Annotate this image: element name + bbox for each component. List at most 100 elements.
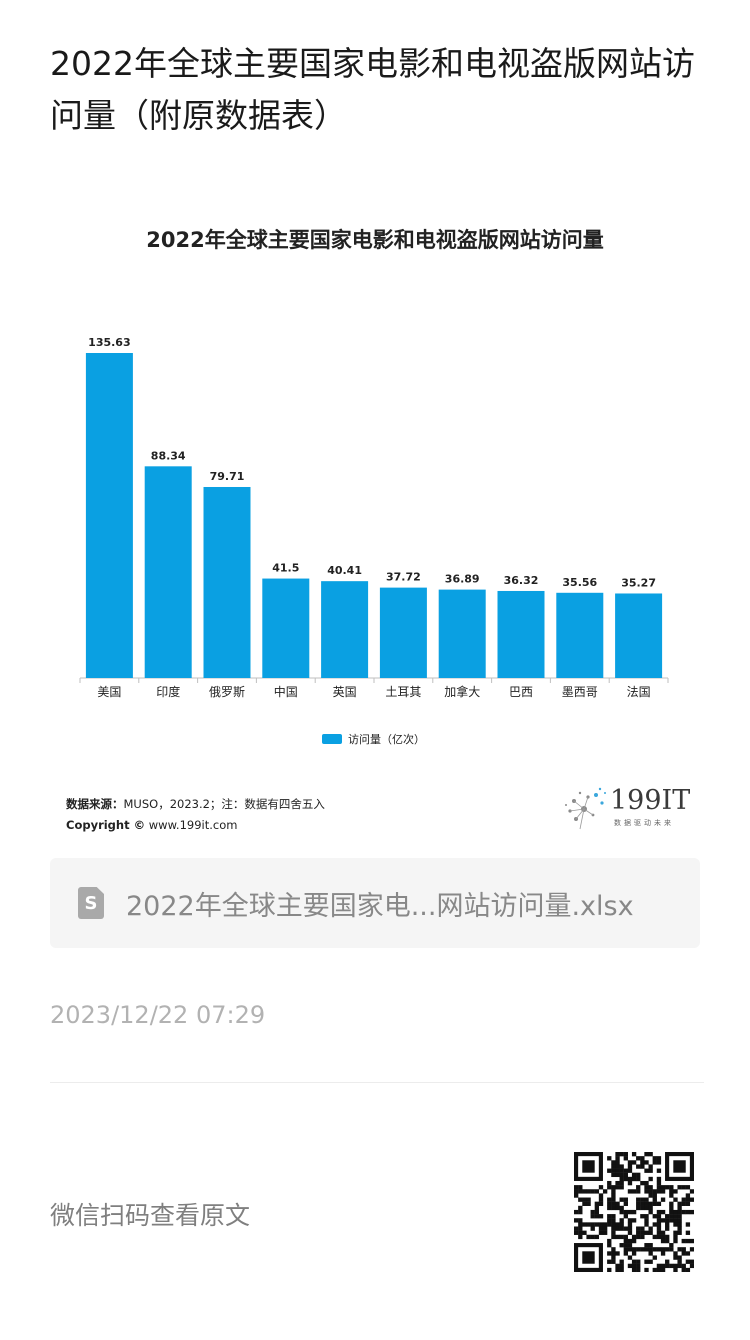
qr-module bbox=[660, 1263, 666, 1269]
qr-module bbox=[677, 1263, 682, 1269]
qr-module bbox=[665, 1185, 670, 1190]
qr-module bbox=[656, 1222, 662, 1227]
attachment-file-card[interactable]: S 2022年全球主要国家电...网站访问量.xlsx bbox=[50, 858, 700, 948]
qr-module bbox=[598, 1226, 604, 1231]
qr-module bbox=[669, 1193, 674, 1198]
chart-legend: 访问量（亿次） bbox=[322, 731, 425, 747]
qr-module bbox=[598, 1214, 604, 1219]
qr-module bbox=[636, 1230, 641, 1235]
qr-module bbox=[574, 1218, 579, 1223]
bar bbox=[203, 486, 251, 678]
qr-module bbox=[607, 1197, 612, 1202]
qr-module bbox=[619, 1222, 624, 1227]
qr-module bbox=[669, 1247, 674, 1252]
qr-module bbox=[648, 1226, 653, 1231]
qr-module bbox=[627, 1238, 633, 1244]
qr-module bbox=[656, 1168, 662, 1173]
brand-logo: 199IT 数据驱动未来 bbox=[560, 783, 700, 833]
x-tick-label: 美国 bbox=[97, 685, 121, 699]
qr-module bbox=[611, 1197, 616, 1202]
qr-module bbox=[660, 1267, 666, 1272]
qr-module bbox=[627, 1230, 633, 1235]
qr-module bbox=[640, 1180, 645, 1186]
qr-module bbox=[640, 1214, 645, 1219]
qr-module bbox=[636, 1172, 641, 1178]
qr-module bbox=[660, 1185, 666, 1190]
qr-module bbox=[656, 1209, 662, 1215]
qr-module bbox=[673, 1209, 678, 1215]
qr-module bbox=[631, 1234, 637, 1240]
qr-module bbox=[644, 1180, 649, 1186]
qr-module bbox=[677, 1230, 682, 1235]
qr-module bbox=[598, 1201, 604, 1206]
qr-module bbox=[594, 1214, 600, 1219]
qr-module bbox=[644, 1222, 649, 1227]
qr-module bbox=[615, 1234, 620, 1240]
qr-module bbox=[656, 1156, 662, 1161]
qr-module bbox=[685, 1222, 691, 1227]
qr-module bbox=[578, 1226, 583, 1231]
qr-module bbox=[586, 1197, 591, 1202]
qr-module bbox=[602, 1230, 608, 1235]
qr-module bbox=[574, 1226, 579, 1231]
qr-module bbox=[623, 1226, 628, 1231]
qr-module bbox=[644, 1243, 649, 1248]
qr-module bbox=[681, 1197, 686, 1202]
qr-module bbox=[669, 1189, 674, 1194]
qr-module bbox=[656, 1218, 662, 1223]
bar bbox=[321, 581, 369, 678]
qr-code-icon[interactable] bbox=[574, 1152, 694, 1272]
qr-module bbox=[611, 1201, 616, 1206]
qr-module bbox=[689, 1189, 694, 1194]
x-tick-label: 巴西 bbox=[509, 685, 533, 699]
qr-module bbox=[677, 1209, 682, 1215]
qr-module bbox=[669, 1209, 674, 1215]
qr-module bbox=[669, 1243, 674, 1248]
qr-module bbox=[644, 1185, 649, 1190]
attachment-file-name[interactable]: 2022年全球主要国家电...网站访问量.xlsx bbox=[126, 890, 634, 922]
qr-module bbox=[644, 1218, 649, 1223]
qr-module bbox=[631, 1251, 637, 1256]
qr-module bbox=[594, 1201, 600, 1206]
qr-module bbox=[656, 1234, 662, 1240]
brand-name: 199IT bbox=[610, 785, 691, 816]
qr-module bbox=[611, 1205, 616, 1211]
qr-module bbox=[607, 1201, 612, 1206]
qr-module bbox=[669, 1218, 674, 1223]
qr-module bbox=[640, 1164, 645, 1169]
qr-module bbox=[590, 1234, 595, 1240]
qr-module bbox=[615, 1205, 620, 1211]
data-label: 88.34 bbox=[151, 449, 186, 462]
qr-module bbox=[685, 1230, 691, 1235]
qr-module bbox=[611, 1255, 616, 1260]
data-label: 35.56 bbox=[562, 576, 597, 589]
qr-module bbox=[689, 1263, 694, 1269]
scan-to-view-text: 微信扫码查看原文 bbox=[50, 1201, 251, 1230]
qr-module bbox=[648, 1176, 653, 1182]
qr-module bbox=[627, 1247, 633, 1252]
qr-module bbox=[623, 1234, 628, 1240]
qr-module bbox=[677, 1226, 682, 1231]
data-label: 41.5 bbox=[272, 562, 299, 575]
qr-module bbox=[627, 1222, 633, 1227]
qr-module bbox=[644, 1259, 649, 1264]
qr-module bbox=[665, 1218, 670, 1223]
qr-module bbox=[640, 1205, 645, 1211]
qr-module bbox=[644, 1152, 649, 1157]
qr-module bbox=[685, 1185, 691, 1190]
qr-module bbox=[611, 1164, 616, 1169]
qr-module bbox=[607, 1238, 612, 1244]
qr-module bbox=[681, 1247, 686, 1252]
qr-module bbox=[623, 1201, 628, 1206]
qr-module bbox=[578, 1209, 583, 1215]
qr-module bbox=[623, 1209, 628, 1215]
qr-module bbox=[627, 1164, 633, 1169]
qr-module bbox=[607, 1267, 612, 1272]
chart-image[interactable]: 2022年全球主要国家电影和电视盗版网站访问量 135.63 美国 88.34 印度 7… bbox=[50, 200, 700, 850]
qr-module bbox=[652, 1193, 657, 1198]
qr-module bbox=[673, 1234, 678, 1240]
qr-module bbox=[640, 1201, 645, 1206]
qr-module bbox=[631, 1160, 637, 1165]
qr-module bbox=[656, 1185, 662, 1190]
qr-module bbox=[644, 1205, 649, 1211]
